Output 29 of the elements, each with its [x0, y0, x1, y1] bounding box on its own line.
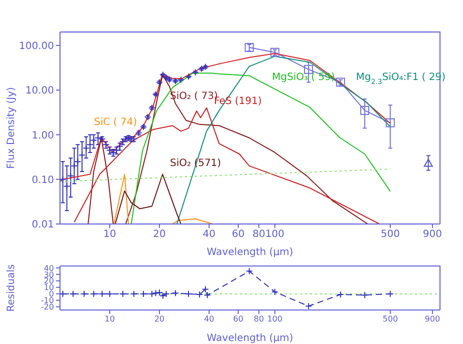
y-tick-label: 1.00	[32, 130, 54, 142]
x-axis-title: Wavelength (μm)	[206, 247, 294, 258]
y-tick-label: -20	[40, 302, 54, 312]
y-axis-title: Flux Density (Jy)	[6, 86, 17, 169]
y-tick-label: 30	[44, 270, 54, 280]
y-axis-title: Residuals	[6, 264, 17, 312]
x-tick-label: 100	[265, 229, 284, 240]
x-tick-label: 10	[104, 314, 115, 324]
x-tick-label: 40	[204, 314, 214, 324]
x-tick-label: 500	[380, 229, 400, 240]
x-tick-label: 80	[254, 314, 264, 324]
x-tick-label: 60	[232, 229, 245, 240]
x-tick-label: 20	[154, 314, 165, 324]
y-tick-label: 0.01	[32, 220, 54, 231]
y-tick-label: 10.00	[25, 86, 54, 97]
x-tick-label: 900	[422, 229, 442, 240]
x-axis-title: Wavelength (μm)	[206, 333, 294, 344]
text: SiC ( 74)	[94, 117, 138, 128]
x-tick-label: 40	[202, 229, 216, 240]
x-tick-label: 900	[424, 314, 440, 324]
y-tick-label: 100.00	[19, 40, 54, 52]
y-tick-label: 0.10	[32, 174, 54, 186]
x-tick-label: 100	[267, 314, 282, 324]
x-tick-label: 60	[233, 314, 244, 324]
x-tick-label: 80	[252, 229, 266, 240]
x-tick-label: 500	[382, 314, 398, 324]
x-tick-label: 10	[103, 229, 116, 240]
x-tick-label: 20	[153, 229, 166, 240]
y-tick-label: 40	[44, 264, 54, 273]
